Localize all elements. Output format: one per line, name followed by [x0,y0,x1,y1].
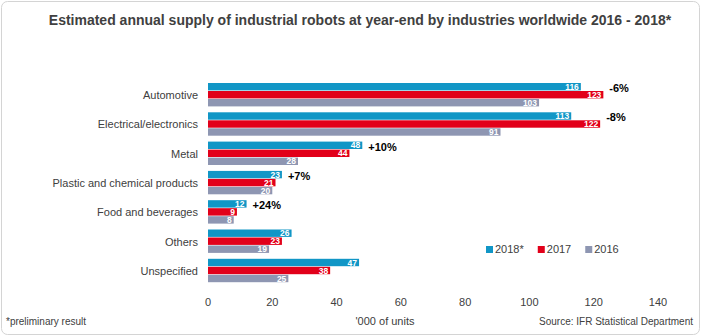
data-label: 8 [227,215,232,225]
tick-label: 80 [459,296,471,308]
data-label: 113 [555,111,569,121]
annotation: +24% [253,199,282,211]
annotation: +7% [288,170,311,182]
bars [208,83,603,282]
data-label: 48 [351,140,361,150]
data-label: 38 [319,266,329,276]
legend-swatch [585,246,592,253]
bar [208,112,571,119]
legend-swatch [486,246,493,253]
data-label: 23 [270,236,280,246]
footnote: *preliminary result [6,316,86,327]
data-label: 20 [261,186,271,196]
frame [2,2,700,335]
bar [208,91,603,98]
chart: Estimated annual supply of industrial ro… [0,0,701,336]
category-label: Food and beverages [97,206,198,218]
category-label: Electrical/electronics [98,118,199,130]
bar [208,158,298,165]
data-label: 116 [565,82,579,92]
legend-entry: 2018* [495,243,524,255]
bar [208,267,330,274]
legend-entry: 2016 [594,243,618,255]
data-label: 25 [277,274,287,284]
category-label: Automotive [143,89,198,101]
source: Source: IFR Statistical Department [539,316,693,327]
annotation: +10% [368,141,397,153]
category-label: Plastic and chemical products [52,177,198,189]
tick-label: 140 [649,296,667,308]
annotation: -8% [606,111,626,123]
tick-label: 40 [330,296,342,308]
bar [208,83,581,90]
data-label: 91 [489,127,499,137]
tick-label: 0 [205,296,211,308]
data-label: 123 [587,90,601,100]
bar [208,259,359,266]
legend-entry: 2017 [547,243,571,255]
bar [208,120,600,127]
data-label: 26 [280,228,290,238]
tick-label: 60 [395,296,407,308]
tick-label: 20 [266,296,278,308]
data-label: 28 [287,156,297,166]
bar [208,128,501,135]
title: Estimated annual supply of industrial ro… [49,12,672,28]
legend-swatch [538,246,545,253]
data-label: 44 [338,148,348,158]
bar [208,99,539,106]
category-label: Others [165,236,199,248]
data-label: 12 [235,199,245,209]
data-label: 47 [348,258,358,268]
category-label: Unspecified [141,265,198,277]
bar [208,150,349,157]
category-label: Metal [171,148,198,160]
annotation: -6% [609,82,629,94]
data-label: 19 [258,244,268,254]
data-label: 122 [584,119,598,129]
tick-label: 120 [585,296,603,308]
data-label: 103 [523,98,537,108]
axis-label: '000 of units [356,315,415,327]
tick-label: 100 [520,296,538,308]
